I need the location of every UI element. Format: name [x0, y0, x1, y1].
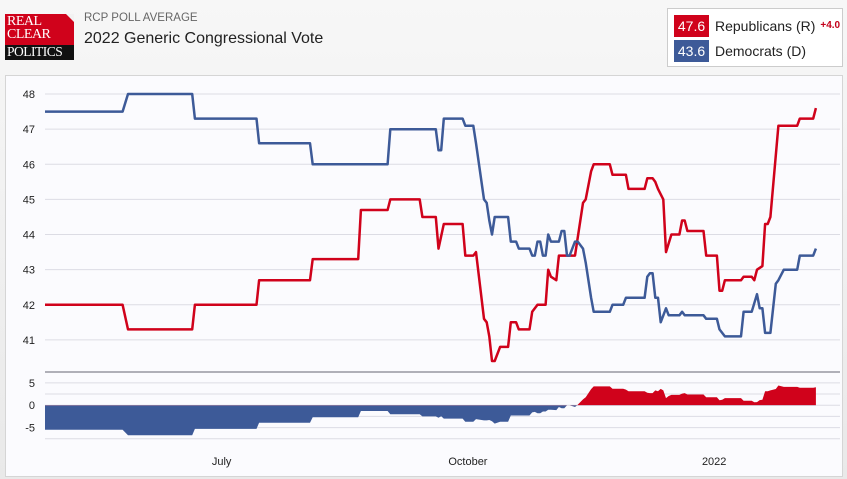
legend-label: Republicans (R) — [715, 17, 816, 34]
logo-text: POLITICS — [7, 44, 63, 59]
logo-text: REAL — [7, 14, 42, 29]
spread-y-tick-label: 0 — [29, 400, 35, 412]
legend-item-democrats[interactable]: 43.6 Democrats (D) — [674, 39, 806, 62]
y-tick-label: 45 — [23, 194, 35, 206]
x-tick-label: 2022 — [702, 456, 726, 468]
legend-label: Democrats (D) — [715, 42, 807, 59]
republican-lead-area — [566, 385, 816, 406]
rcp-logo[interactable]: REAL CLEAR POLITICS — [5, 14, 74, 60]
democrat-lead-area — [45, 405, 816, 436]
y-tick-label: 44 — [23, 230, 35, 242]
y-tick-label: 42 — [23, 300, 35, 312]
legend-item-republicans[interactable]: 47.6 Republicans (R) +4.0 — [674, 14, 840, 37]
y-tick-label: 48 — [23, 89, 35, 101]
democrat-value-badge: 43.6 — [674, 39, 709, 62]
page-title: 2022 Generic Congressional Vote — [84, 30, 324, 47]
republican-value-badge: 47.6 — [674, 14, 709, 37]
spread-y-tick-label: 5 — [29, 378, 35, 390]
spread-y-tick-label: -5 — [25, 423, 35, 435]
democrat-line — [45, 92, 818, 338]
logo-text: CLEAR — [7, 27, 51, 42]
republican-line — [45, 107, 818, 363]
lead-margin: +4.0 — [820, 20, 841, 31]
y-tick-label: 46 — [23, 159, 35, 171]
y-tick-label: 41 — [23, 335, 35, 347]
x-tick-label: July — [212, 456, 232, 468]
legend: 47.6 Republicans (R) +4.0 43.6 Democrats… — [667, 8, 843, 67]
x-tick-label: October — [448, 456, 487, 468]
y-tick-label: 43 — [23, 265, 35, 277]
y-tick-label: 47 — [23, 124, 35, 136]
subtitle: RCP POLL AVERAGE — [84, 12, 198, 24]
